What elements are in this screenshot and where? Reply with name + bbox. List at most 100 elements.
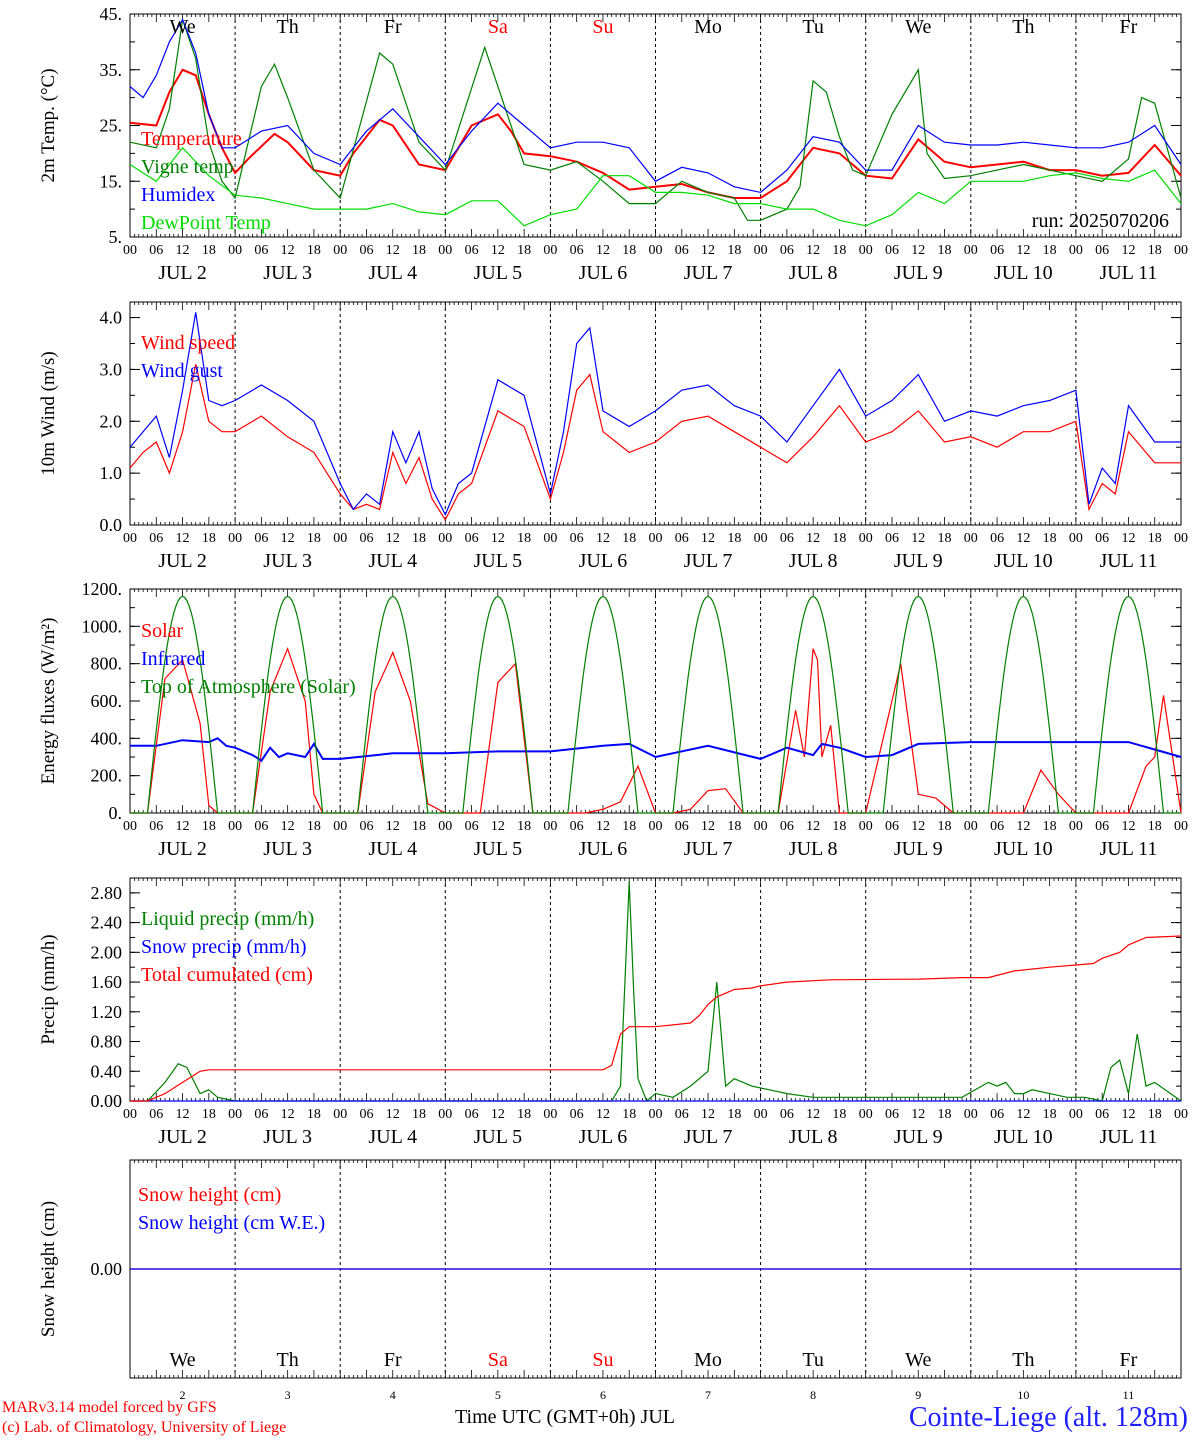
date-label: JUL 7: [684, 262, 733, 284]
hour-tick-label: 18: [307, 819, 321, 834]
weekday-label: Fr: [384, 16, 402, 38]
hour-tick-label: 12: [596, 531, 610, 546]
date-label: JUL 6: [579, 1126, 628, 1148]
day-number: 5: [495, 1388, 501, 1402]
weekday-label: We: [905, 16, 931, 38]
date-label: JUL 4: [368, 550, 417, 572]
weekday-label: We: [905, 1349, 931, 1371]
y-tick-label: 35.: [100, 60, 123, 80]
date-label: JUL 7: [684, 1126, 733, 1148]
weekday-label: Th: [1012, 1349, 1034, 1371]
hour-tick-label: 18: [1043, 1107, 1057, 1122]
weekday-label: Su: [592, 1349, 613, 1371]
hour-tick-label: 12: [281, 531, 295, 546]
day-number: 6: [600, 1388, 606, 1402]
y-tick-label: 0.40: [91, 1061, 123, 1081]
hour-tick-label: 18: [622, 531, 636, 546]
hour-tick-label: 00: [333, 819, 347, 834]
hour-tick-label: 00: [543, 819, 557, 834]
hour-tick-label: 06: [149, 819, 163, 834]
hour-tick-label: 00: [1069, 243, 1083, 258]
date-label: JUL 5: [473, 550, 522, 572]
hour-tick-label: 12: [281, 1107, 295, 1122]
date-label: JUL 3: [263, 550, 312, 572]
hour-tick-label: 12: [386, 243, 400, 258]
hour-tick-label: 12: [1121, 819, 1135, 834]
date-label: JUL 8: [789, 1126, 838, 1148]
hour-tick-label: 00: [123, 819, 137, 834]
hour-tick-label: 12: [911, 531, 925, 546]
legend-entry: Temperature: [141, 128, 242, 150]
date-label: JUL 10: [994, 1126, 1053, 1148]
hour-tick-label: 12: [806, 531, 820, 546]
date-label: JUL 8: [789, 838, 838, 860]
weekday-label: Mo: [694, 1349, 722, 1371]
hour-tick-label: 12: [491, 1107, 505, 1122]
hour-tick-label: 12: [701, 819, 715, 834]
y-tick-label: 2.80: [91, 883, 123, 903]
hour-tick-label: 12: [491, 819, 505, 834]
hour-tick-label: 18: [202, 531, 216, 546]
hour-tick-label: 18: [727, 531, 741, 546]
hour-tick-label: 00: [1069, 1107, 1083, 1122]
date-label: JUL 9: [894, 838, 943, 860]
y-axis-title: Snow height (cm): [38, 1201, 59, 1337]
hour-tick-label: 00: [964, 819, 978, 834]
date-label: JUL 4: [368, 1126, 417, 1148]
hour-tick-label: 18: [622, 1107, 636, 1122]
y-tick-label: 1000.: [82, 616, 123, 636]
hour-tick-label: 00: [1174, 819, 1188, 834]
hour-tick-label: 06: [990, 819, 1004, 834]
y-tick-label: 0.00: [91, 1259, 123, 1279]
hour-tick-label: 00: [228, 531, 242, 546]
hour-tick-label: 18: [412, 531, 426, 546]
legend-entry: DewPoint Temp: [141, 212, 271, 234]
date-label: JUL 9: [894, 262, 943, 284]
vigne-temp-line: [129, 19, 1182, 221]
hour-tick-label: 06: [1095, 243, 1109, 258]
weekday-label: Th: [277, 16, 299, 38]
hour-tick-label: 06: [885, 243, 899, 258]
date-label: JUL 7: [684, 550, 733, 572]
hour-tick-label: 00: [123, 1107, 137, 1122]
y-tick-label: 0.0: [100, 515, 123, 535]
hour-tick-label: 12: [176, 819, 190, 834]
day-number: 11: [1123, 1388, 1135, 1402]
hour-tick-label: 00: [964, 1107, 978, 1122]
date-label: JUL 7: [684, 838, 733, 860]
hour-tick-label: 00: [859, 819, 873, 834]
liquid-precip-mm-h-line: [130, 881, 1182, 1102]
date-label: JUL 2: [158, 1126, 207, 1148]
day-number: 2: [180, 1388, 186, 1402]
date-label: JUL 11: [1099, 838, 1157, 860]
hour-tick-label: 06: [780, 243, 794, 258]
y-tick-label: 3.0: [100, 359, 123, 379]
hour-tick-label: 18: [727, 1107, 741, 1122]
hour-tick-label: 12: [911, 1107, 925, 1122]
hour-tick-label: 06: [570, 243, 584, 258]
hour-tick-label: 00: [754, 531, 768, 546]
hour-tick-label: 18: [832, 531, 846, 546]
y-tick-label: 15.: [100, 171, 123, 191]
hour-tick-label: 06: [359, 531, 373, 546]
y-tick-label: 0.80: [91, 1032, 123, 1052]
hour-tick-label: 06: [990, 531, 1004, 546]
hour-tick-label: 00: [438, 819, 452, 834]
humidex-line: [129, 18, 1182, 194]
date-label: JUL 10: [994, 262, 1053, 284]
hour-tick-label: 18: [727, 243, 741, 258]
y-tick-label: 800.: [91, 654, 123, 674]
wind-gust-line: [129, 312, 1181, 517]
wind-speed-line: [129, 364, 1181, 522]
hour-tick-label: 00: [859, 243, 873, 258]
hour-tick-label: 18: [1043, 531, 1057, 546]
hour-tick-label: 06: [675, 531, 689, 546]
hour-tick-label: 00: [123, 531, 137, 546]
weekday-label: Sa: [488, 16, 508, 38]
hour-tick-label: 18: [938, 819, 952, 834]
hour-tick-label: 06: [465, 819, 479, 834]
weekday-label: Th: [1012, 16, 1034, 38]
legend-entry: Snow height (cm): [138, 1184, 281, 1206]
hour-tick-label: 06: [465, 1107, 479, 1122]
date-label: JUL 3: [263, 1126, 312, 1148]
